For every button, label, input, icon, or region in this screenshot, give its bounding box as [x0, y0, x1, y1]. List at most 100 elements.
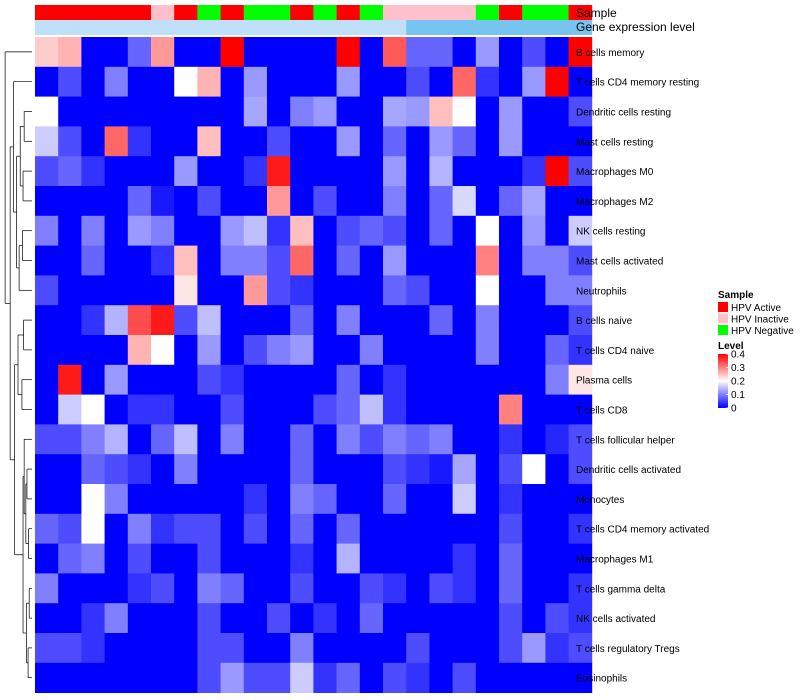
heatmap-cell	[545, 513, 569, 544]
row-label-mast-cells-resting: Mast cells resting	[576, 137, 653, 148]
heatmap-cell	[452, 543, 477, 574]
heatmap-cell	[359, 394, 384, 425]
gene-expression-annotation-cell	[197, 20, 221, 35]
heatmap-cell	[290, 245, 314, 276]
heatmap-cell	[475, 454, 500, 485]
heatmap-cell	[359, 424, 384, 455]
heatmap-cell	[127, 394, 152, 425]
heatmap-cell	[243, 603, 268, 634]
heatmap-cell	[406, 156, 430, 187]
heatmap-cell	[243, 96, 268, 127]
heatmap-cell	[359, 573, 384, 604]
heatmap-cell	[568, 37, 593, 68]
heatmap-cell	[406, 215, 430, 246]
heatmap-cell	[499, 96, 523, 127]
heatmap-cell	[313, 662, 337, 693]
heatmap-cell	[336, 37, 361, 68]
heatmap-cell	[406, 394, 430, 425]
row-label-nk-cells-resting: NK cells resting	[576, 227, 645, 238]
heatmap-cell	[406, 275, 430, 306]
sample-annotation-cell	[499, 5, 523, 20]
gene-expression-annotation-cell	[359, 20, 384, 35]
heatmap-cell	[406, 662, 430, 693]
heatmap-cell	[197, 424, 221, 455]
heatmap-cell	[313, 215, 337, 246]
heatmap-cell	[475, 543, 500, 574]
heatmap-cell	[104, 156, 129, 187]
heatmap-cell	[104, 126, 129, 157]
heatmap-cell	[359, 603, 384, 634]
heatmap-cell	[267, 215, 291, 246]
heatmap-cell	[522, 662, 546, 693]
sample-annotation-cell	[359, 5, 384, 20]
heatmap-cell	[359, 335, 384, 366]
heatmap-cell	[336, 573, 361, 604]
heatmap-cell	[174, 156, 198, 187]
heatmap-cell	[267, 573, 291, 604]
heatmap-cell	[174, 424, 198, 455]
heatmap-cell	[383, 126, 407, 157]
sample-annotation-cell	[127, 5, 152, 20]
heatmap-cell	[151, 96, 175, 127]
heatmap-cell	[545, 454, 569, 485]
heatmap-cell	[290, 364, 314, 395]
heatmap-cell	[545, 66, 569, 97]
heatmap-cell	[313, 335, 337, 366]
heatmap-cell	[243, 305, 268, 336]
heatmap-cell	[81, 186, 105, 217]
heatmap-cell	[220, 364, 245, 395]
heatmap-cell	[104, 245, 129, 276]
heatmap-cell	[383, 96, 407, 127]
heatmap-cell	[35, 126, 59, 157]
heatmap-cell	[336, 66, 361, 97]
row-label-t-cells-follicular-helper: T cells follicular helper	[576, 435, 675, 446]
heatmap-cell	[220, 186, 245, 217]
heatmap-cell	[197, 275, 221, 306]
heatmap-cell	[267, 96, 291, 127]
heatmap-cell	[568, 305, 593, 336]
gene-expression-annotation-cell	[220, 20, 245, 35]
heatmap-cell	[174, 394, 198, 425]
heatmap-cell	[290, 603, 314, 634]
row-label-monocytes: Monocytes	[576, 495, 624, 506]
heatmap-cell	[174, 543, 198, 574]
heatmap-cell	[290, 156, 314, 187]
heatmap-cell	[174, 245, 198, 276]
heatmap-cell	[499, 484, 523, 515]
heatmap-cell	[127, 305, 152, 336]
heatmap-cell	[174, 454, 198, 485]
heatmap-cell	[499, 186, 523, 217]
heatmap-cell	[313, 245, 337, 276]
heatmap-cell	[452, 364, 477, 395]
heatmap-cell	[290, 96, 314, 127]
heatmap-cell	[127, 603, 152, 634]
heatmap-cell	[197, 543, 221, 574]
heatmap-cell	[104, 335, 129, 366]
heatmap-cell	[81, 513, 105, 544]
heatmap-cell	[35, 394, 59, 425]
heatmap-cell	[104, 96, 129, 127]
heatmap-cell	[522, 66, 546, 97]
heatmap-cell	[104, 543, 129, 574]
heatmap-cell	[35, 662, 59, 693]
heatmap-cell	[151, 215, 175, 246]
heatmap-cells	[35, 37, 593, 693]
heatmap-cell	[359, 484, 384, 515]
heatmap-cell	[522, 603, 546, 634]
heatmap-cell	[383, 543, 407, 574]
level-legend: Level 0.4 0.3 0.2 0.1 0	[718, 341, 745, 415]
heatmap-cell	[58, 484, 82, 515]
heatmap-cell	[174, 335, 198, 366]
annotation-label-sample: Sample	[576, 6, 617, 20]
heatmap-cell	[81, 633, 105, 664]
heatmap-cell	[336, 513, 361, 544]
heatmap-cell	[104, 484, 129, 515]
heatmap-cell	[127, 245, 152, 276]
heatmap-cell	[522, 573, 546, 604]
gene-expression-annotation-cell	[475, 20, 500, 35]
heatmap-cell	[151, 335, 175, 366]
heatmap-cell	[313, 126, 337, 157]
heatmap-cell	[499, 245, 523, 276]
heatmap-cell	[522, 394, 546, 425]
